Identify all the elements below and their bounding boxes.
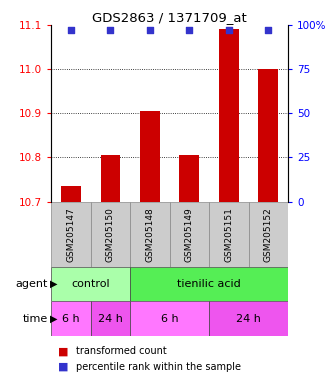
Text: 24 h: 24 h — [236, 314, 261, 324]
Bar — [209, 202, 249, 267]
Bar — [51, 267, 130, 301]
Point — [147, 27, 153, 33]
Text: ▶: ▶ — [50, 279, 57, 289]
Text: agent: agent — [16, 279, 48, 289]
Bar — [91, 202, 130, 267]
Text: 24 h: 24 h — [98, 314, 123, 324]
Point — [108, 27, 113, 33]
Bar — [130, 267, 288, 301]
Point — [226, 27, 231, 33]
Text: ■: ■ — [58, 362, 69, 372]
Bar — [130, 202, 169, 267]
Text: control: control — [71, 279, 110, 289]
Bar — [179, 155, 199, 202]
Text: GSM205150: GSM205150 — [106, 207, 115, 262]
Text: ▶: ▶ — [50, 314, 57, 324]
Bar — [249, 202, 288, 267]
Bar — [51, 301, 91, 336]
Text: tienilic acid: tienilic acid — [177, 279, 241, 289]
Text: 6 h: 6 h — [62, 314, 80, 324]
Point — [69, 27, 74, 33]
Bar — [51, 202, 91, 267]
Text: GSM205147: GSM205147 — [67, 207, 75, 262]
Bar — [61, 186, 81, 202]
Text: percentile rank within the sample: percentile rank within the sample — [76, 362, 241, 372]
Text: transformed count: transformed count — [76, 346, 167, 356]
Text: GSM205149: GSM205149 — [185, 207, 194, 262]
Bar — [140, 111, 160, 202]
Bar — [101, 155, 120, 202]
Text: ■: ■ — [58, 346, 69, 356]
Text: GSM205148: GSM205148 — [145, 207, 155, 262]
Bar — [219, 30, 239, 202]
Bar — [169, 202, 209, 267]
Bar — [259, 69, 278, 202]
Text: GSM205151: GSM205151 — [224, 207, 233, 262]
Point — [265, 27, 271, 33]
Text: GSM205152: GSM205152 — [264, 207, 273, 262]
Text: 6 h: 6 h — [161, 314, 178, 324]
Text: time: time — [23, 314, 48, 324]
Bar — [130, 301, 209, 336]
Bar — [91, 301, 130, 336]
Bar — [209, 301, 288, 336]
Title: GDS2863 / 1371709_at: GDS2863 / 1371709_at — [92, 11, 247, 24]
Point — [187, 27, 192, 33]
